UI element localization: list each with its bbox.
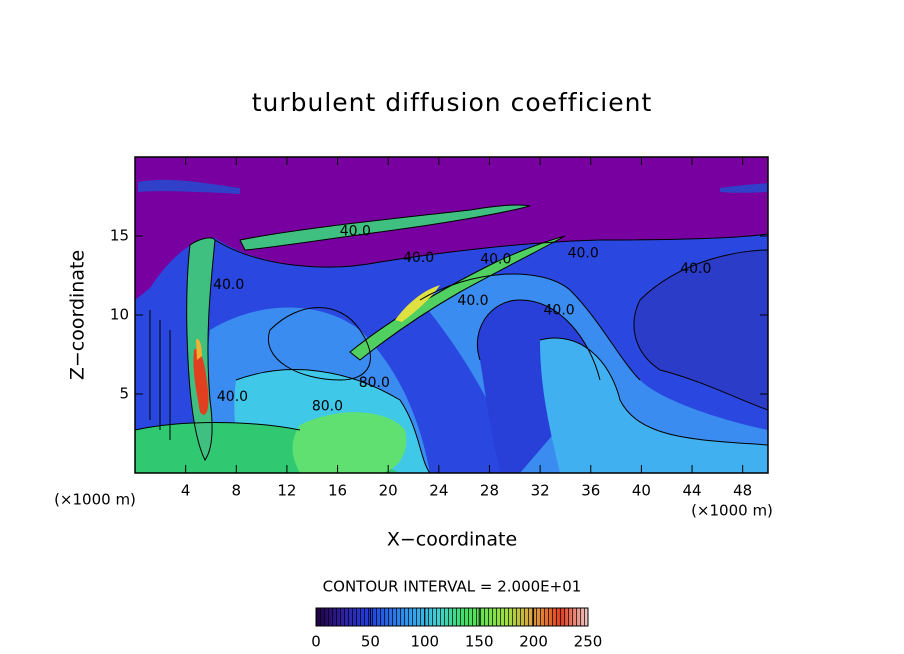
- x-tick-label: 48: [733, 482, 752, 500]
- colorbar-tick-label: 0: [311, 633, 321, 651]
- y-axis-label: Z−coordinate: [67, 250, 89, 380]
- x-tick-label: 36: [581, 482, 600, 500]
- x-tick-label: 24: [429, 482, 448, 500]
- contour-label: 40.0: [213, 277, 244, 293]
- x-tick-label: 44: [682, 482, 701, 500]
- x-tick-label: 8: [232, 482, 242, 500]
- contour-label: 40.0: [568, 245, 599, 261]
- colorbar-bands: [316, 608, 588, 626]
- contour-label: 40.0: [217, 389, 248, 405]
- x-tick-label: 20: [379, 482, 398, 500]
- contour-label: 40.0: [403, 250, 434, 266]
- y-tick-label: 5: [119, 385, 129, 403]
- colorbar-tick-label: 200: [519, 633, 548, 651]
- x-tick-label: 12: [277, 482, 296, 500]
- contour-label: 80.0: [359, 375, 390, 391]
- contour-label: 40.0: [457, 293, 488, 309]
- x-tick-label: 28: [480, 482, 499, 500]
- x-tick-label: 40: [632, 482, 651, 500]
- y-unit-label: (×1000 m): [54, 491, 136, 509]
- contour-label: 80.0: [312, 399, 343, 415]
- contour-interval: CONTOUR INTERVAL = 2.000E+01: [323, 578, 582, 596]
- y-tick-label: 15: [110, 227, 129, 245]
- contour-label: 40.0: [680, 261, 711, 277]
- x-tick-label: 32: [531, 482, 550, 500]
- colorbar-tick-label: 50: [361, 633, 380, 651]
- contour-label: 40.0: [340, 223, 371, 239]
- contour-label: 40.0: [544, 302, 575, 318]
- chart-title: turbulent diffusion coefficient: [252, 88, 653, 117]
- colorbar-tick-label: 150: [465, 633, 494, 651]
- x-tick-label: 16: [328, 482, 347, 500]
- colorbar-tick-label: 100: [410, 633, 439, 651]
- x-tick-label: 4: [181, 482, 191, 500]
- y-tick-label: 10: [110, 306, 129, 324]
- x-unit-label: (×1000 m): [691, 502, 773, 520]
- x-axis-label: X−coordinate: [387, 529, 517, 551]
- colorbar-tick-label: 250: [574, 633, 603, 651]
- contour-label: 40.0: [480, 252, 511, 268]
- contour-field: [135, 157, 768, 473]
